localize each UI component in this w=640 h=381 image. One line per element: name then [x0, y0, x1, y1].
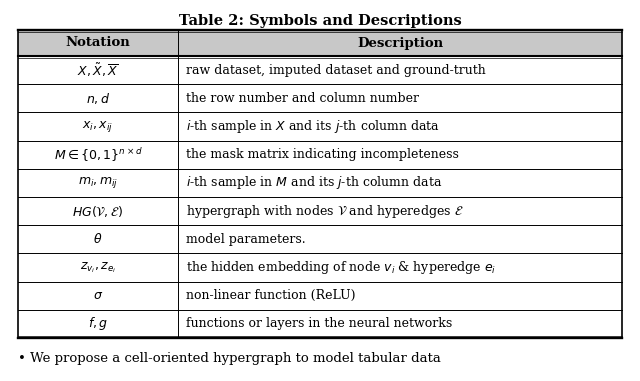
- Bar: [18, 253, 178, 282]
- Bar: [18, 282, 178, 310]
- Bar: [18, 141, 178, 169]
- Bar: [178, 112, 622, 141]
- Bar: [178, 56, 622, 84]
- Bar: [18, 84, 178, 112]
- Bar: [18, 30, 178, 56]
- Text: $M \in \{0,1\}^{n\times d}$: $M \in \{0,1\}^{n\times d}$: [54, 146, 143, 163]
- Text: Table 2: Symbols and Descriptions: Table 2: Symbols and Descriptions: [179, 14, 461, 28]
- Text: $X, \tilde{X}, \overline{X}$: $X, \tilde{X}, \overline{X}$: [77, 61, 118, 79]
- Text: • We propose a cell-oriented hypergraph to model tabular data: • We propose a cell-oriented hypergraph …: [18, 352, 441, 365]
- Text: non-linear function (ReLU): non-linear function (ReLU): [186, 289, 356, 302]
- Bar: [18, 30, 622, 338]
- Text: $f, g$: $f, g$: [88, 315, 108, 332]
- Bar: [178, 253, 622, 282]
- Text: the row number and column number: the row number and column number: [186, 92, 419, 105]
- Bar: [178, 310, 622, 338]
- Bar: [18, 225, 178, 253]
- Bar: [178, 225, 622, 253]
- Text: Notation: Notation: [66, 37, 131, 50]
- Bar: [178, 169, 622, 197]
- Text: $n, d$: $n, d$: [86, 91, 110, 106]
- Text: the hidden embedding of node $v_i$ & hyperedge $e_i$: the hidden embedding of node $v_i$ & hyp…: [186, 259, 497, 276]
- Bar: [178, 141, 622, 169]
- Bar: [18, 169, 178, 197]
- Text: the mask matrix indicating incompleteness: the mask matrix indicating incompletenes…: [186, 148, 459, 161]
- Text: $\sigma$: $\sigma$: [93, 289, 103, 302]
- Text: $x_i, x_{ij}$: $x_i, x_{ij}$: [83, 119, 114, 134]
- Text: Description: Description: [357, 37, 443, 50]
- Text: $i$-th sample in $X$ and its $j$-th column data: $i$-th sample in $X$ and its $j$-th colu…: [186, 118, 440, 135]
- Bar: [178, 197, 622, 225]
- Text: functions or layers in the neural networks: functions or layers in the neural networ…: [186, 317, 452, 330]
- Text: model parameters.: model parameters.: [186, 233, 306, 246]
- Bar: [18, 112, 178, 141]
- Text: hypergraph with nodes $\mathcal{V}$ and hyperedges $\mathcal{E}$: hypergraph with nodes $\mathcal{V}$ and …: [186, 203, 464, 219]
- Bar: [18, 310, 178, 338]
- Bar: [178, 30, 622, 56]
- Text: $m_i, m_{ij}$: $m_i, m_{ij}$: [78, 175, 118, 190]
- Text: raw dataset, imputed dataset and ground-truth: raw dataset, imputed dataset and ground-…: [186, 64, 486, 77]
- Bar: [178, 84, 622, 112]
- Bar: [18, 56, 178, 84]
- Bar: [18, 197, 178, 225]
- Text: $i$-th sample in $M$ and its $j$-th column data: $i$-th sample in $M$ and its $j$-th colu…: [186, 174, 442, 191]
- Text: $\theta$: $\theta$: [93, 232, 103, 246]
- Bar: [178, 282, 622, 310]
- Text: $z_{v_i}, z_{e_i}$: $z_{v_i}, z_{e_i}$: [80, 260, 116, 275]
- Text: $HG(\mathcal{V}, \mathcal{E})$: $HG(\mathcal{V}, \mathcal{E})$: [72, 203, 124, 219]
